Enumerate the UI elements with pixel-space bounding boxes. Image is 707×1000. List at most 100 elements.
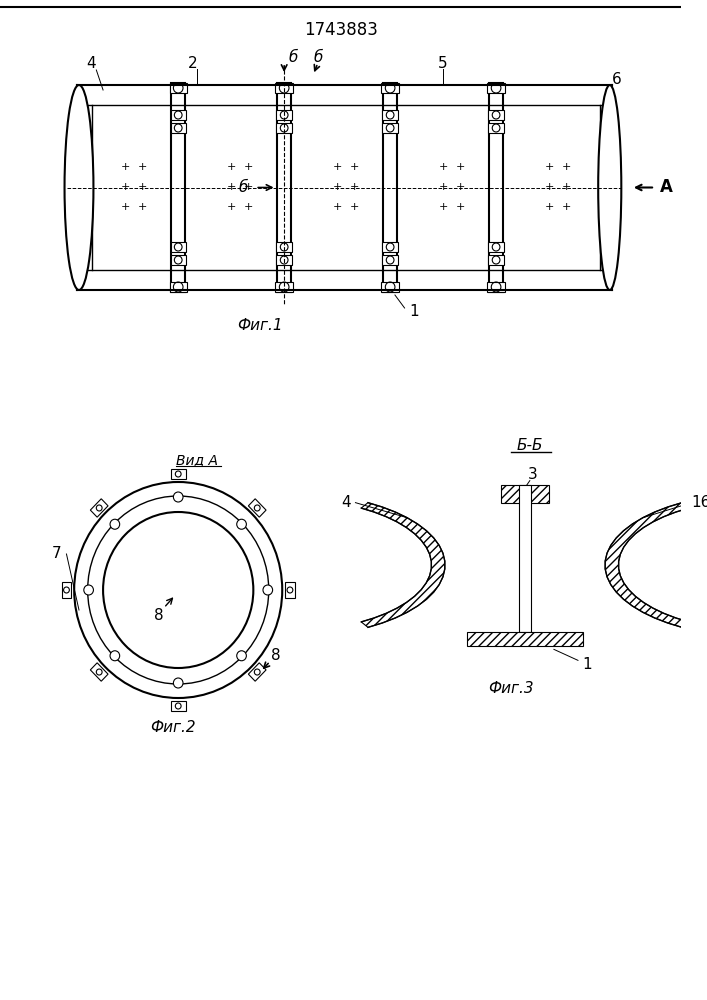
- Text: +: +: [138, 162, 147, 172]
- Text: б: б: [238, 180, 247, 195]
- Text: 6: 6: [612, 73, 621, 88]
- Text: +: +: [120, 162, 130, 172]
- Bar: [170, 282, 187, 292]
- Text: +: +: [544, 202, 554, 213]
- Bar: [383, 83, 397, 292]
- Bar: [170, 255, 186, 265]
- Circle shape: [255, 505, 260, 511]
- Bar: [382, 242, 398, 252]
- Text: +: +: [226, 162, 236, 172]
- Polygon shape: [361, 503, 445, 627]
- Text: +: +: [438, 162, 448, 172]
- Text: +: +: [438, 202, 448, 213]
- Bar: [382, 83, 399, 93]
- Text: Фиг.1: Фиг.1: [238, 318, 283, 333]
- Bar: [489, 242, 504, 252]
- Bar: [487, 83, 505, 93]
- Circle shape: [237, 651, 246, 661]
- Bar: [90, 499, 108, 517]
- Text: 8: 8: [154, 607, 164, 622]
- Circle shape: [173, 678, 183, 688]
- Text: 7: 7: [52, 546, 62, 562]
- Text: +: +: [226, 202, 236, 213]
- Circle shape: [110, 651, 119, 661]
- Text: +: +: [562, 162, 571, 172]
- Circle shape: [84, 585, 93, 595]
- Text: A: A: [660, 178, 673, 196]
- Text: 4: 4: [341, 495, 351, 510]
- Text: +: +: [244, 202, 253, 213]
- Text: б: б: [289, 49, 298, 64]
- Circle shape: [110, 519, 119, 529]
- Circle shape: [175, 703, 181, 709]
- Text: +: +: [350, 182, 359, 192]
- Text: 3: 3: [528, 467, 537, 482]
- Text: 1743883: 1743883: [304, 21, 378, 39]
- Text: Фиг.2: Фиг.2: [151, 720, 197, 735]
- Text: +: +: [120, 202, 130, 213]
- Bar: [501, 485, 549, 503]
- Circle shape: [255, 669, 260, 675]
- Bar: [172, 83, 185, 292]
- Text: +: +: [332, 202, 342, 213]
- Text: 8: 8: [271, 648, 281, 663]
- Text: +: +: [544, 182, 554, 192]
- Ellipse shape: [64, 85, 93, 290]
- Bar: [170, 123, 186, 133]
- Text: +: +: [244, 162, 253, 172]
- Circle shape: [96, 505, 102, 511]
- Bar: [382, 110, 398, 120]
- Bar: [285, 582, 295, 598]
- Text: 2: 2: [188, 55, 197, 70]
- Bar: [519, 485, 531, 632]
- Bar: [276, 242, 292, 252]
- Text: 5: 5: [438, 55, 448, 70]
- Bar: [276, 282, 293, 292]
- Bar: [382, 282, 399, 292]
- Bar: [489, 110, 504, 120]
- Text: 1: 1: [409, 304, 419, 320]
- Text: Фиг.3: Фиг.3: [488, 681, 533, 696]
- Circle shape: [287, 587, 293, 593]
- Bar: [382, 123, 398, 133]
- Ellipse shape: [598, 85, 621, 290]
- Circle shape: [175, 471, 181, 477]
- Bar: [277, 83, 291, 292]
- Text: +: +: [456, 162, 465, 172]
- Circle shape: [96, 669, 102, 675]
- Text: +: +: [350, 162, 359, 172]
- Text: +: +: [332, 182, 342, 192]
- Text: б: б: [313, 49, 322, 64]
- Bar: [487, 282, 505, 292]
- Bar: [62, 582, 71, 598]
- Text: Б-Б: Б-Б: [517, 438, 543, 452]
- Circle shape: [263, 585, 273, 595]
- Bar: [276, 123, 292, 133]
- Bar: [276, 83, 293, 93]
- Text: +: +: [226, 182, 236, 192]
- Text: +: +: [350, 202, 359, 213]
- Bar: [248, 499, 266, 517]
- Circle shape: [173, 492, 183, 502]
- Text: +: +: [138, 182, 147, 192]
- Text: 4: 4: [87, 55, 96, 70]
- Text: +: +: [562, 202, 571, 213]
- Bar: [170, 83, 187, 93]
- Bar: [170, 469, 186, 479]
- Text: 16: 16: [691, 495, 707, 510]
- Text: +: +: [120, 182, 130, 192]
- Bar: [489, 255, 504, 265]
- Bar: [170, 110, 186, 120]
- Bar: [489, 83, 503, 292]
- Circle shape: [237, 519, 246, 529]
- Bar: [467, 632, 583, 646]
- Bar: [489, 123, 504, 133]
- Bar: [170, 242, 186, 252]
- Text: 1: 1: [583, 657, 592, 672]
- Bar: [90, 663, 108, 681]
- Bar: [170, 701, 186, 711]
- Text: +: +: [562, 182, 571, 192]
- Bar: [382, 255, 398, 265]
- Text: +: +: [456, 182, 465, 192]
- Polygon shape: [605, 503, 689, 627]
